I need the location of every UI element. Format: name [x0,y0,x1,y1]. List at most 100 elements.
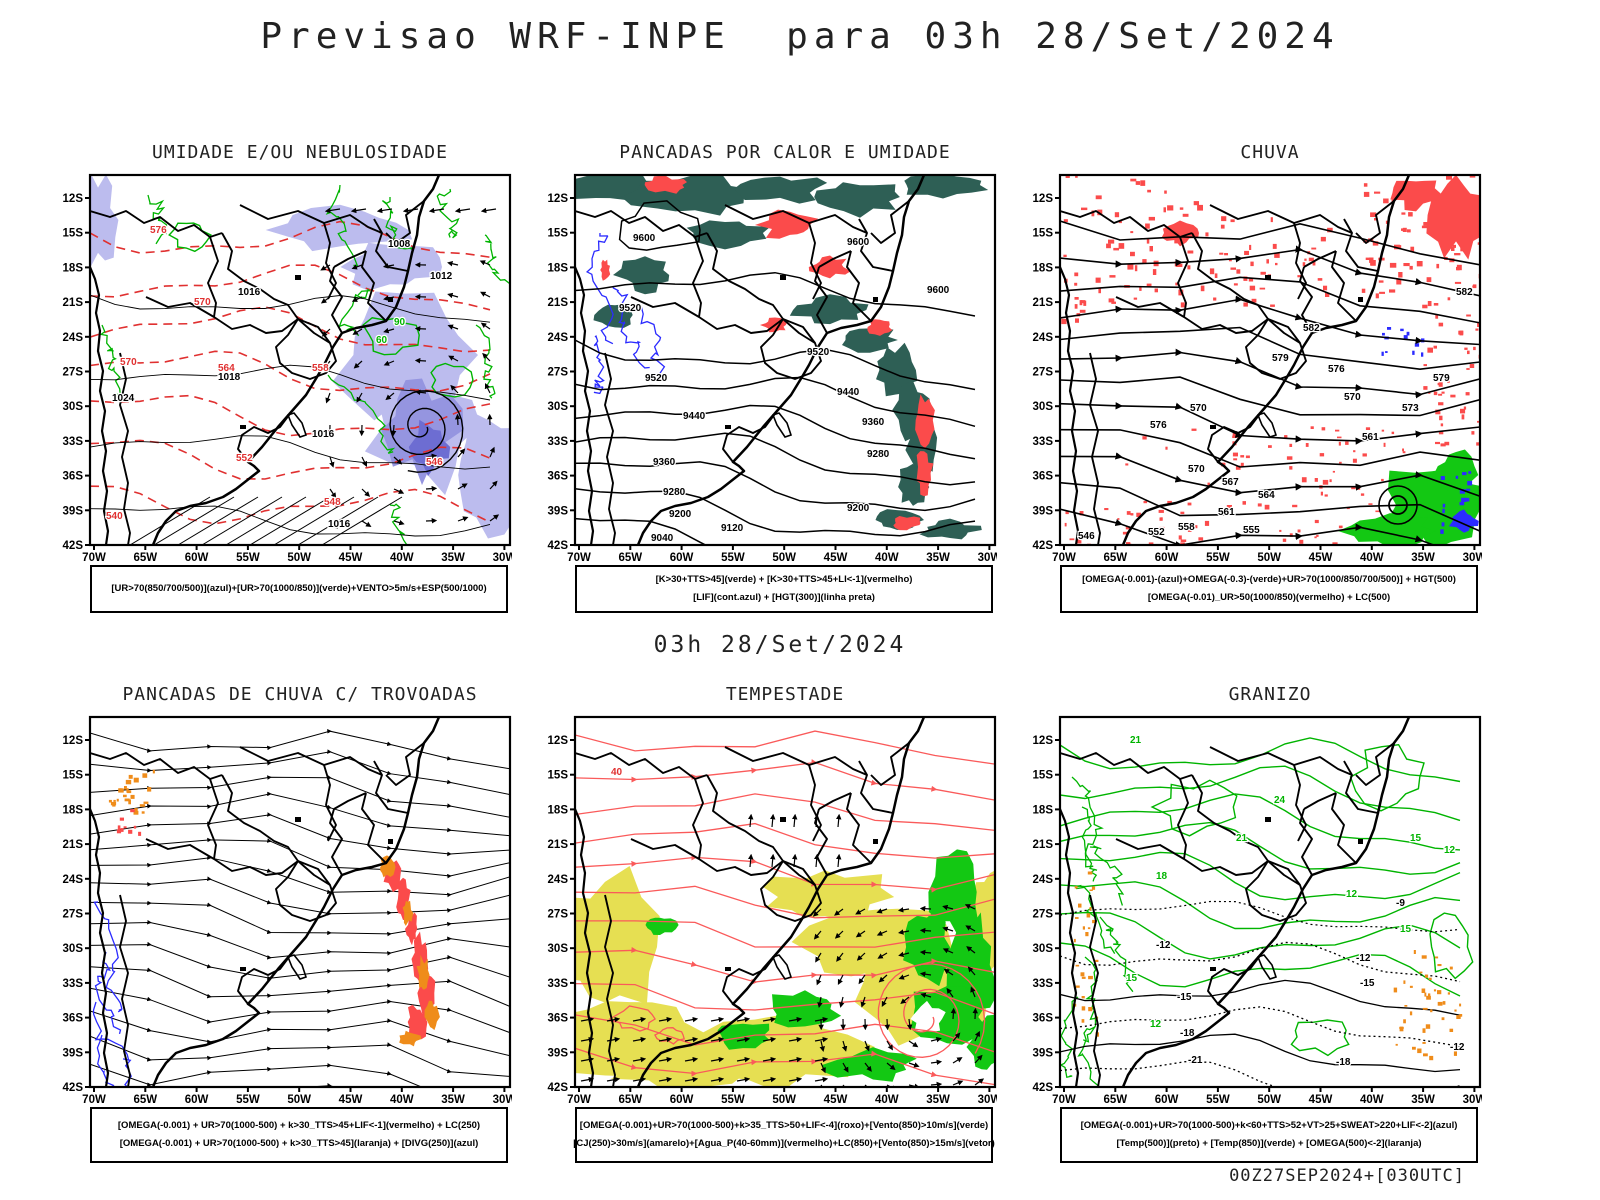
svg-text:12S: 12S [63,193,84,205]
svg-text:40W: 40W [1360,1094,1384,1106]
svg-text:60W: 60W [1155,1094,1179,1106]
svg-text:40: 40 [611,767,623,778]
svg-text:18S: 18S [1033,262,1054,274]
svg-text:45W: 45W [1309,1094,1333,1106]
page-title: Previsao WRF-INPE para 03h 28/Set/2024 [260,16,1340,57]
svg-text:70W: 70W [82,1094,106,1106]
svg-text:30S: 30S [548,943,569,955]
panel-title: PANCADAS DE CHUVA C/ TROVOADAS [122,684,478,705]
panel-granizo: GRANIZO 21 24 21 18 15 12 12 15 15 12 -9 -12 -12 -15 -… [1027,684,1485,1163]
svg-text:570: 570 [1344,392,1361,403]
svg-text:21: 21 [1236,833,1248,844]
svg-text:60W: 60W [670,552,694,564]
svg-text:570: 570 [1188,464,1205,475]
svg-text:-12: -12 [1356,953,1371,964]
svg-text:30W: 30W [493,552,512,564]
svg-text:21S: 21S [1033,839,1054,851]
map-pancadas-calor: 9600 9600 9600 9520 9520 9520 9440 9440 9360 9360… [548,173,997,564]
svg-text:50W: 50W [772,552,796,564]
svg-text:1024: 1024 [112,393,135,404]
svg-text:39S: 39S [63,505,84,517]
legend-box: [K>30+TTS>45](verde) + [K>30+TTS>45+LI<-… [575,565,993,613]
svg-text:-12: -12 [1156,940,1171,951]
svg-text:35W: 35W [926,1094,950,1106]
svg-text:27S: 27S [1033,367,1054,379]
svg-text:12: 12 [1150,1019,1162,1030]
svg-text:9280: 9280 [663,487,686,498]
svg-text:42S: 42S [548,540,569,552]
svg-text:40W: 40W [1360,552,1384,564]
svg-text:555: 555 [1243,525,1260,536]
svg-text:552: 552 [236,453,253,464]
svg-text:70W: 70W [82,552,106,564]
svg-text:60W: 60W [670,1094,694,1106]
svg-text:33S: 33S [1033,436,1054,448]
svg-text:558: 558 [1178,522,1195,533]
svg-text:27S: 27S [63,909,84,921]
svg-text:24S: 24S [548,332,569,344]
svg-text:-12: -12 [1450,1042,1465,1053]
svg-text:60W: 60W [185,1094,209,1106]
svg-text:27S: 27S [548,909,569,921]
svg-text:35W: 35W [926,552,950,564]
svg-text:12S: 12S [63,735,84,747]
svg-text:582: 582 [1303,323,1320,334]
svg-text:-15: -15 [1360,978,1375,989]
svg-text:35W: 35W [1411,1094,1435,1106]
panel-title: UMIDADE E/OU NEBULOSIDADE [152,142,448,163]
legend-line: [CJ(250)>30m/s](amarelo)+[Agua_P(40-60mm… [573,1138,995,1149]
svg-text:33S: 33S [1033,978,1054,990]
svg-text:9600: 9600 [633,233,656,244]
svg-text:30S: 30S [1033,401,1054,413]
svg-text:573: 573 [1402,403,1419,414]
svg-text:570: 570 [120,357,137,368]
svg-text:33S: 33S [548,436,569,448]
svg-text:30W: 30W [493,1094,512,1106]
svg-text:9360: 9360 [862,417,885,428]
panel-chuva: CHUVA 582 582 579 579 576 576 573 570 570 570 567 5… [1027,142,1485,613]
svg-text:9520: 9520 [807,347,830,358]
svg-text:40W: 40W [390,552,414,564]
svg-text:42S: 42S [63,1082,84,1094]
legend-line: [OMEGA(-0.01)_UR>50(1000/850)(vermelho) … [1147,592,1391,603]
svg-text:65W: 65W [618,552,642,564]
svg-text:-21: -21 [1188,1055,1203,1066]
svg-text:567: 567 [1222,477,1239,488]
panel-tempestade: TEMPESTADE 40 12S 15S 18S 21S 24S 27S 30S 33S 36S… [542,684,1000,1163]
svg-text:21S: 21S [548,839,569,851]
svg-text:40W: 40W [390,1094,414,1106]
svg-text:18: 18 [1156,871,1168,882]
svg-text:42S: 42S [1033,540,1054,552]
svg-text:36S: 36S [63,471,84,483]
svg-text:50W: 50W [287,552,311,564]
svg-text:24S: 24S [63,332,84,344]
svg-text:21S: 21S [548,297,569,309]
svg-text:9520: 9520 [619,303,642,314]
svg-text:15S: 15S [63,770,84,782]
svg-text:18S: 18S [63,262,84,274]
svg-text:24S: 24S [1033,332,1054,344]
svg-text:1016: 1016 [312,429,335,440]
svg-text:24S: 24S [63,874,84,886]
svg-text:65W: 65W [618,1094,642,1106]
svg-text:50W: 50W [772,1094,796,1106]
map-granizo: 21 24 21 18 15 12 12 15 15 12 -9 -12 -12 -15 -15 -18 -18… [1033,715,1482,1106]
svg-text:576: 576 [1150,420,1167,431]
legend-box: [OMEGA(-0.001) + UR>70(1000-500) + k>30_… [90,1107,508,1163]
svg-text:579: 579 [1433,373,1450,384]
legend-box: [OMEGA(-0.001)+UR>70(1000-500)+k>35_TTS>… [573,1107,995,1163]
panel-pancadas-calor: PANCADAS POR CALOR E UMIDADE 9600 9600 960… [542,142,1000,613]
panel-title: PANCADAS POR CALOR E UMIDADE [619,142,951,163]
svg-text:24: 24 [1274,795,1286,806]
svg-text:30W: 30W [1463,1094,1482,1106]
svg-text:30W: 30W [1463,552,1482,564]
svg-text:70W: 70W [567,1094,591,1106]
svg-text:-9: -9 [1396,898,1405,909]
svg-text:12S: 12S [548,735,569,747]
svg-text:42S: 42S [1033,1082,1054,1094]
svg-text:15S: 15S [63,228,84,240]
legend-line: [OMEGA(-0.001)+UR>70(1000-500)+k>35_TTS>… [579,1119,989,1131]
svg-text:65W: 65W [133,552,157,564]
